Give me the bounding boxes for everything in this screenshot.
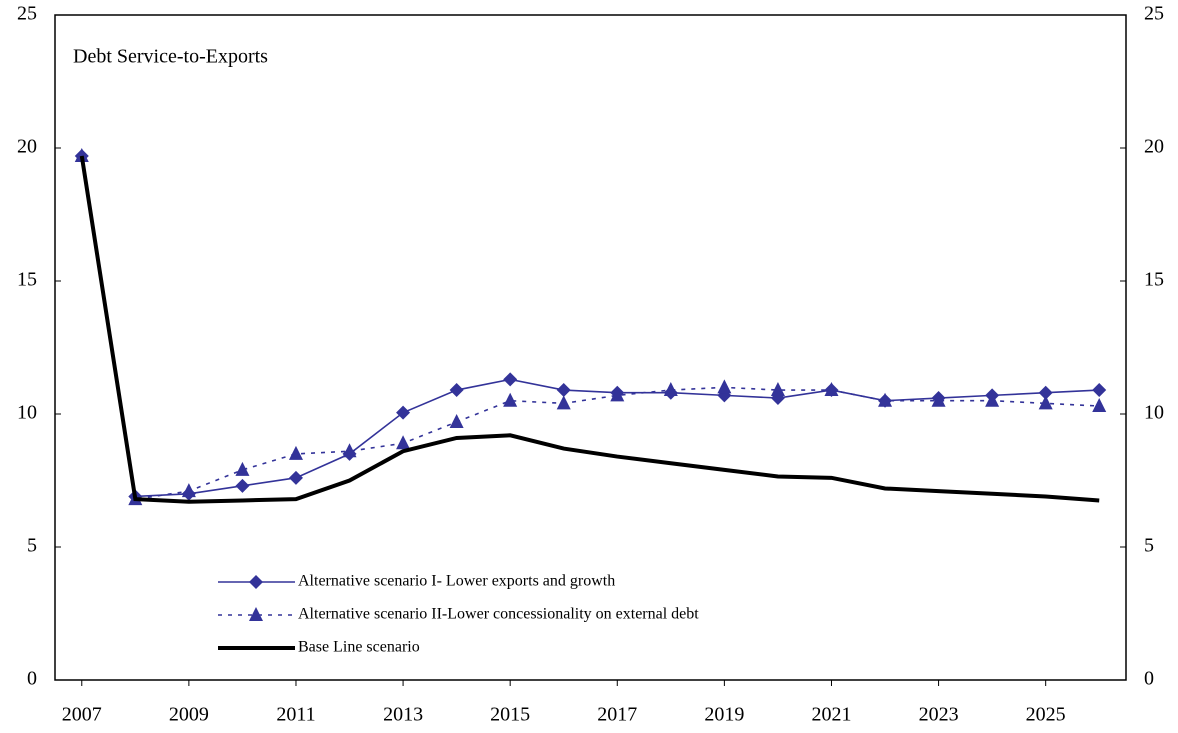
legend-marker [249, 607, 263, 621]
triangle-marker [824, 382, 839, 397]
diamond-marker [556, 383, 571, 398]
y2-tick-label: 25 [1144, 3, 1164, 25]
triangle-marker [503, 392, 518, 407]
y2-tick-label: 20 [1144, 136, 1164, 158]
triangle-marker [878, 392, 893, 407]
diamond-marker [1092, 383, 1107, 398]
triangle-marker [235, 461, 250, 476]
legend-label: Base Line scenario [298, 639, 420, 656]
legend-marker [249, 575, 263, 589]
diamond-marker [1038, 385, 1053, 400]
diamond-marker [396, 405, 411, 420]
triangle-marker [985, 392, 1000, 407]
triangle-marker [610, 387, 625, 402]
triangle-marker [181, 483, 196, 498]
y2-tick-label: 10 [1144, 402, 1164, 424]
triangle-marker [1038, 395, 1053, 410]
triangle-marker [556, 395, 571, 410]
y-tick-label: 20 [17, 136, 37, 158]
y-tick-label: 25 [17, 3, 37, 25]
x-tick-label: 2019 [704, 704, 744, 726]
y-tick-label: 15 [17, 269, 37, 291]
legend-label: Alternative scenario II-Lower concession… [298, 606, 699, 623]
y2-tick-label: 5 [1144, 535, 1154, 557]
x-tick-label: 2009 [169, 704, 209, 726]
x-tick-label: 2015 [490, 704, 530, 726]
x-tick-label: 2023 [919, 704, 959, 726]
x-tick-label: 2017 [597, 704, 637, 726]
y-tick-label: 5 [27, 535, 37, 557]
chart-annotation: Debt Service-to-Exports [73, 46, 268, 68]
legend-label: Alternative scenario I- Lower exports an… [298, 573, 615, 590]
series-line [79, 155, 1100, 504]
series-line [80, 155, 1100, 501]
y2-tick-label: 15 [1144, 269, 1164, 291]
x-tick-label: 2007 [62, 704, 102, 726]
series-line [80, 155, 1100, 498]
x-tick-label: 2021 [811, 704, 851, 726]
y-tick-label: 0 [27, 668, 37, 690]
diamond-marker [288, 470, 303, 485]
y-tick-label: 10 [17, 402, 37, 424]
diamond-marker [235, 478, 250, 493]
triangle-marker [1092, 398, 1107, 413]
triangle-marker [770, 382, 785, 397]
triangle-marker [931, 392, 946, 407]
y2-tick-label: 0 [1144, 668, 1154, 690]
plot-frame [54, 14, 1127, 681]
triangle-marker [717, 379, 732, 394]
x-tick-label: 2013 [383, 704, 423, 726]
x-tick-label: 2011 [276, 704, 315, 726]
triangle-marker [449, 413, 464, 428]
diamond-marker [449, 383, 464, 398]
x-tick-label: 2025 [1026, 704, 1066, 726]
triangle-marker [74, 147, 89, 162]
triangle-marker [288, 445, 303, 460]
triangle-marker [342, 443, 357, 458]
diamond-marker [503, 372, 518, 387]
triangle-marker [396, 435, 411, 450]
triangle-marker [663, 382, 678, 397]
